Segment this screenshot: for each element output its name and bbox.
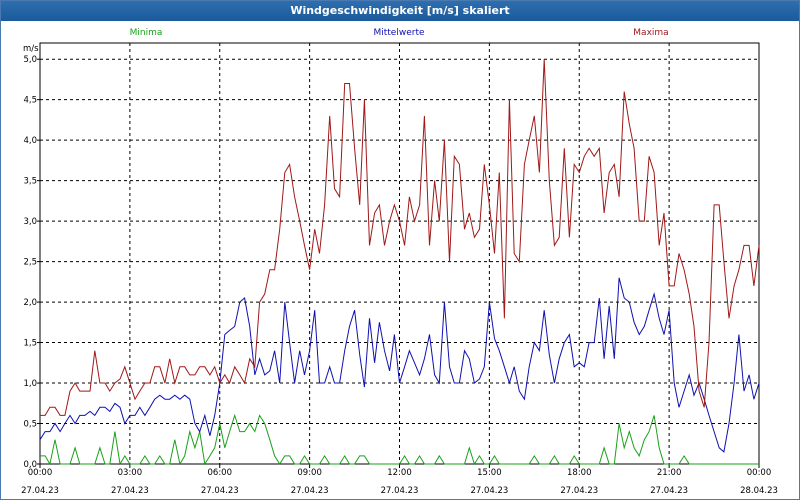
x-tick-date: 27.04.23 bbox=[201, 486, 239, 496]
x-tick-time: 00:00 bbox=[28, 468, 53, 478]
y-tick-label: 4,5 bbox=[23, 96, 37, 106]
x-tick-time: 09:00 bbox=[297, 468, 322, 478]
y-tick-label: 3,5 bbox=[23, 177, 37, 187]
x-tick-date: 28.04.23 bbox=[740, 486, 778, 496]
x-tick-time: 15:00 bbox=[477, 468, 502, 478]
x-tick-date: 27.04.23 bbox=[291, 486, 329, 496]
y-tick-label: 2,5 bbox=[23, 258, 37, 268]
x-tick-date: 27.04.23 bbox=[650, 486, 688, 496]
x-tick-time: 06:00 bbox=[208, 468, 233, 478]
x-tick-date: 27.04.23 bbox=[470, 486, 508, 496]
axis-tick-labels: 0,0 0,5 1,0 1,5 2,0 2,5 3,0 3,5 4,0 4,5 5,0 00:00 27… bbox=[21, 55, 778, 496]
y-tick-label: 1,5 bbox=[23, 339, 37, 349]
x-tick-time: 12:00 bbox=[387, 468, 412, 478]
y-tick-label: 0,5 bbox=[23, 420, 37, 430]
series-line-minima bbox=[40, 413, 759, 466]
x-tick-time: 03:00 bbox=[118, 468, 143, 478]
y-tick-label: 1,0 bbox=[23, 379, 37, 389]
y-axis-unit: m/s bbox=[23, 44, 39, 54]
y-tick-label: 0,0 bbox=[23, 460, 37, 470]
legend-minima: Minima bbox=[130, 28, 163, 38]
x-tick-time: 21:00 bbox=[657, 468, 682, 478]
x-tick-date: 27.04.23 bbox=[111, 486, 149, 496]
x-tick-date: 27.04.23 bbox=[381, 486, 419, 496]
y-tick-label: 3,0 bbox=[23, 217, 37, 227]
y-tick-label: 5,0 bbox=[23, 55, 37, 65]
chart-canvas: 0,0 0,5 1,0 1,5 2,0 2,5 3,0 3,5 4,0 4,5 5,0 00:00 27… bbox=[21, 28, 778, 496]
series-line-mittelwerte bbox=[39, 277, 760, 453]
legend-maxima: Maxima bbox=[633, 28, 668, 38]
legend-mittelwerte: Mittelwerte bbox=[373, 28, 424, 38]
x-tick-time: 18:00 bbox=[567, 468, 592, 478]
y-tick-label: 2,0 bbox=[23, 298, 37, 308]
series-lines bbox=[39, 59, 760, 466]
x-tick-date: 27.04.23 bbox=[560, 486, 598, 496]
y-tick-label: 4,0 bbox=[23, 136, 37, 146]
series-line-maxima bbox=[40, 59, 760, 416]
x-tick-date: 27.04.23 bbox=[21, 486, 59, 496]
chart-title: Windgeschwindigkeit [m/s] skaliert bbox=[1, 1, 799, 21]
x-tick-time: 00:00 bbox=[747, 468, 772, 478]
grid-lines bbox=[37, 43, 760, 468]
